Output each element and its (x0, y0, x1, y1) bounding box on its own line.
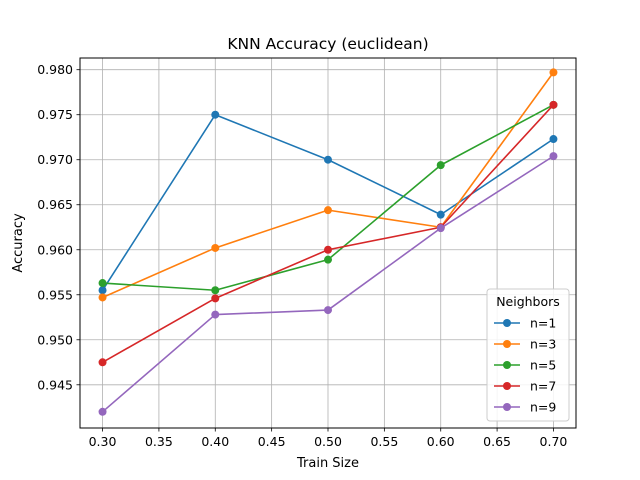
x-tick-label: 0.65 (483, 434, 511, 449)
legend-label: n=5 (530, 358, 556, 373)
data-point (211, 310, 220, 319)
data-point (98, 293, 107, 302)
legend-entry: n=1 (494, 316, 556, 331)
data-point (98, 407, 107, 416)
x-tick-label: 0.55 (370, 434, 398, 449)
x-axis-label: Train Size (296, 456, 359, 471)
data-point (436, 210, 445, 219)
y-tick-label: 0.960 (37, 242, 73, 257)
legend-entry: n=9 (494, 400, 556, 415)
legend: Neighbors n=1 n=3 n=5 n=7 n=9 (486, 288, 570, 422)
chart-title: KNN Accuracy (euclidean) (227, 35, 428, 53)
data-point (211, 286, 220, 295)
x-tick-label: 0.30 (89, 434, 117, 449)
series-layer (98, 68, 558, 416)
data-point (436, 224, 445, 233)
legend-label: n=9 (530, 400, 556, 415)
y-tick-label: 0.955 (37, 287, 73, 302)
legend-label: n=1 (530, 316, 556, 331)
legend-marker (503, 403, 511, 411)
x-tick-label: 0.50 (314, 434, 342, 449)
y-tick-label: 0.945 (37, 377, 73, 392)
x-tick-label: 0.45 (258, 434, 286, 449)
legend-marker (503, 382, 511, 390)
legend-marker (503, 319, 511, 327)
data-point (549, 68, 558, 77)
x-tick-label: 0.70 (540, 434, 568, 449)
data-point (211, 243, 220, 252)
legend-label: n=3 (530, 337, 556, 352)
series-n=1 (98, 110, 558, 295)
x-tick-label: 0.35 (145, 434, 173, 449)
legend-label: n=7 (530, 379, 556, 394)
series-n=9 (98, 152, 558, 416)
data-point (211, 110, 220, 119)
data-point (549, 152, 558, 161)
data-point (98, 358, 107, 367)
y-tick-label: 0.950 (37, 332, 73, 347)
data-point (549, 135, 558, 144)
data-point (324, 306, 332, 315)
y-axis-label: Accuracy (11, 213, 26, 273)
legend-entry: n=5 (494, 358, 556, 373)
x-tick-label: 0.60 (427, 434, 455, 449)
legend-title: Neighbors (496, 294, 560, 309)
legend-entry: n=7 (494, 379, 556, 394)
data-point (211, 294, 220, 303)
legend-marker (503, 340, 511, 348)
y-tick-label: 0.965 (37, 197, 73, 212)
x-tick-label: 0.40 (201, 434, 229, 449)
data-point (324, 206, 332, 215)
y-tick-label: 0.970 (37, 152, 73, 167)
data-point (436, 161, 445, 170)
data-point (98, 286, 107, 295)
data-point (98, 279, 107, 288)
y-tick-label: 0.980 (37, 62, 73, 77)
data-point (549, 100, 558, 109)
legend-entry: n=3 (494, 337, 556, 352)
data-point (324, 255, 332, 264)
y-tick-label: 0.975 (37, 107, 73, 122)
data-point (324, 245, 332, 254)
legend-marker (503, 361, 511, 369)
ticks: 0.30 0.35 0.40 0.45 0.50 0.55 0.60 0.65 0.70 0.94… (37, 62, 567, 449)
data-point (324, 155, 332, 164)
